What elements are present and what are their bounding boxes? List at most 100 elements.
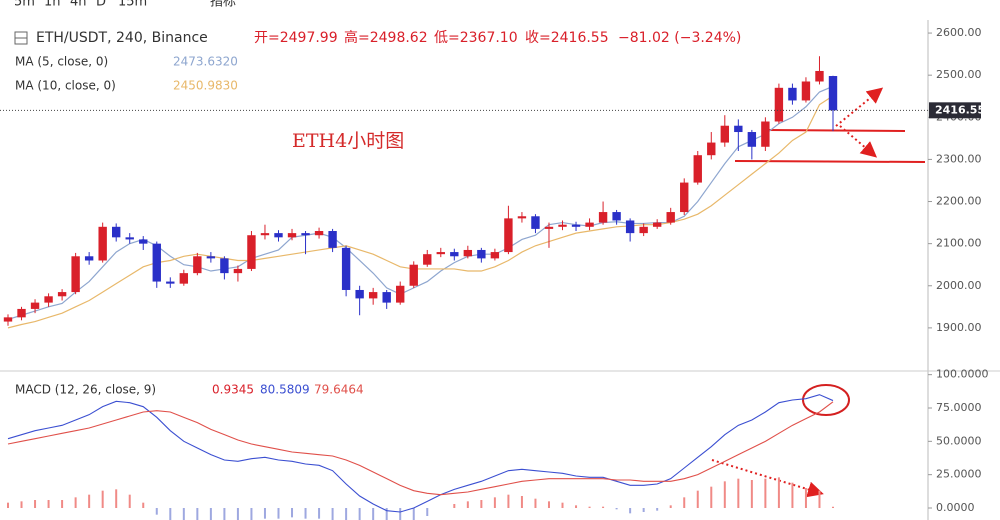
toolbar-item[interactable]: 指标 [210, 0, 236, 10]
toolbar-item[interactable]: 1h [44, 0, 61, 10]
candle-body [112, 226, 121, 238]
histogram-bar [723, 481, 726, 508]
histogram-bar [507, 494, 510, 508]
indicator-title[interactable]: MACD (12, 26, close, 9) [15, 383, 156, 397]
histogram-bar [453, 504, 456, 508]
candle-body [355, 289, 364, 299]
candle-body [233, 268, 243, 274]
macd-pane [7, 394, 834, 520]
candle-body [301, 233, 310, 236]
candle-body [193, 256, 202, 274]
histogram-bar [385, 508, 388, 520]
histogram-bar [534, 498, 537, 508]
histogram-bar [236, 508, 239, 520]
ohlc-value: −81.02 (−3.24%) [618, 30, 741, 46]
histogram-bar [223, 508, 226, 520]
histogram-bar [34, 500, 37, 508]
legend-entry[interactable]: MA (5, close, 0) [15, 55, 108, 69]
toolbar-item[interactable]: 4h [70, 0, 87, 10]
candle-body [720, 125, 729, 143]
histogram-bar [764, 478, 767, 508]
histogram-bar [493, 497, 496, 508]
toolbar-item[interactable]: 15m [118, 0, 147, 10]
last-price-tag [929, 102, 981, 119]
toolbar-item[interactable]: 5m [14, 0, 35, 10]
indicator-value: 0.9345 [212, 383, 254, 397]
histogram-bar [88, 494, 91, 508]
histogram-bar [196, 508, 199, 520]
legend-entry[interactable]: MA (10, close, 0) [15, 79, 116, 93]
ma-line [7, 95, 834, 329]
histogram-bar [466, 501, 469, 508]
legend-value: 2473.6320 [173, 55, 238, 69]
histogram-bar [250, 508, 253, 520]
histogram-bar [74, 497, 77, 508]
y-tick-label: 2500.00 [936, 68, 982, 81]
circle-mark [802, 384, 850, 416]
y-tick-label: 2000.00 [936, 279, 982, 292]
histogram-bar [656, 508, 659, 511]
candle-body [30, 302, 40, 309]
candle-body [166, 281, 175, 284]
histogram-bar [669, 505, 672, 508]
histogram-bar [710, 486, 713, 508]
histogram-bar [818, 490, 821, 508]
y-tick-label: 1900.00 [936, 321, 982, 334]
histogram-bar [547, 501, 550, 508]
y-tick-label: 100.0000 [936, 368, 989, 381]
annotation: ETH4小时图 [292, 130, 404, 152]
candle-body [490, 252, 500, 259]
candle-body [84, 256, 94, 261]
histogram-bar [318, 508, 321, 519]
histogram-bar [520, 496, 523, 508]
candle-body [382, 292, 391, 303]
histogram-bar [291, 508, 294, 518]
candle-body [341, 247, 351, 290]
histogram-bar [575, 505, 578, 508]
histogram-bar [345, 508, 348, 520]
histogram-bar [7, 502, 9, 508]
y-tick-label: 50.0000 [936, 434, 982, 447]
histogram-bar [358, 508, 361, 520]
candle-body [17, 308, 26, 318]
symbol-title[interactable]: ETH/USDT, 240, Binance [36, 30, 208, 46]
candle-body [707, 142, 716, 156]
y-tick-label: 2300.00 [936, 152, 982, 165]
candle-body [788, 87, 797, 101]
toolbar-item[interactable]: D [96, 0, 106, 10]
histogram-bar [412, 508, 415, 520]
histogram-bar [20, 501, 23, 508]
legend-value: 2450.9830 [173, 79, 238, 93]
candle-body [815, 70, 824, 82]
histogram-bar [169, 508, 172, 520]
candle-body [396, 285, 405, 303]
support-line [767, 129, 906, 132]
candle-body [774, 87, 784, 122]
histogram-bar [399, 508, 402, 520]
candle-body [57, 292, 67, 297]
candle-body [585, 222, 594, 227]
histogram-bar [277, 508, 280, 519]
histogram-bar [588, 506, 591, 508]
histogram-bar [47, 500, 50, 508]
histogram-bar [750, 480, 753, 508]
y-tick-label: 2100.00 [936, 237, 982, 250]
candle-body [450, 252, 459, 257]
histogram-bar [101, 490, 104, 508]
candle-body [504, 218, 513, 253]
macd-line [7, 394, 834, 513]
histogram-bar [683, 497, 686, 508]
candle-body [801, 81, 811, 101]
candle-body [71, 256, 80, 293]
candle-body [260, 233, 270, 236]
ohlc-value: 收=2416.55 [525, 30, 609, 46]
y-tick-label: 0.0000 [936, 501, 975, 514]
candle-body [693, 155, 702, 183]
histogram-bar [115, 489, 118, 508]
histogram-bar [142, 502, 145, 508]
candle-body [639, 226, 648, 234]
candle-body [206, 256, 216, 259]
histogram-bar [696, 490, 699, 508]
y-tick-label: 75.0000 [936, 401, 982, 414]
